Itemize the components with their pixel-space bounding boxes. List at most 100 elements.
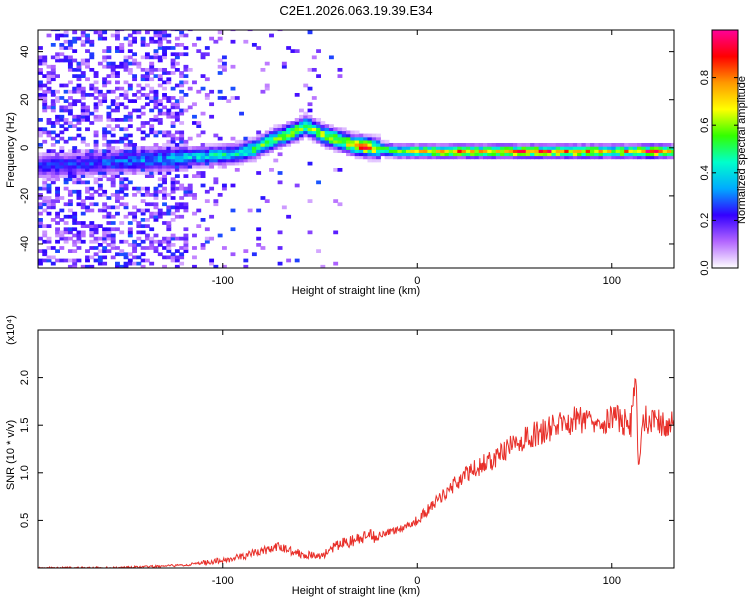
heatmap-cell (89, 186, 95, 191)
heatmap-cell (388, 152, 394, 157)
heatmap-cell (269, 127, 274, 132)
heatmap-cell (204, 155, 210, 160)
heatmap-cell (341, 146, 347, 150)
heatmap-cell (346, 136, 351, 141)
heatmap-cell (179, 96, 185, 100)
heatmap-cell (217, 58, 223, 63)
heatmap-cell (316, 180, 322, 185)
heatmap-cell (324, 146, 330, 150)
heatmap-cell (337, 142, 343, 147)
heatmap-cell (97, 36, 103, 41)
heatmap-cell (149, 164, 155, 169)
heatmap-cell (256, 133, 262, 138)
heatmap-cell (153, 149, 159, 153)
heatmap-cell (179, 83, 185, 88)
snr-series-line (38, 377, 674, 568)
heatmap-cell (628, 155, 634, 160)
heatmap-cell (110, 127, 116, 132)
heatmap-cell (174, 102, 180, 107)
heatmap-cell (174, 164, 180, 169)
heatmap-cell (38, 142, 43, 147)
heatmap-cell (166, 133, 172, 138)
heatmap-cell (149, 246, 155, 250)
heatmap-cell (221, 183, 227, 188)
heatmap-cell (97, 243, 103, 247)
heatmap-cell (166, 108, 172, 113)
heatmap-cell (97, 177, 103, 182)
heatmap-cell (85, 171, 90, 175)
heatmap-cell (76, 83, 82, 88)
heatmap-cell (170, 164, 176, 169)
heatmap-cell (363, 133, 369, 138)
heatmap-cell (615, 149, 621, 153)
heatmap-cell (72, 146, 78, 150)
heatmap-cell (106, 152, 112, 157)
heatmap-cell (277, 246, 283, 250)
heatmap-cell (602, 142, 608, 147)
heatmap-cell (63, 167, 69, 172)
heatmap-cell (63, 239, 69, 244)
heatmap-cell (594, 152, 600, 157)
heatmap-cell (179, 130, 185, 135)
heatmap-cell (149, 77, 155, 82)
heatmap-cell (97, 114, 103, 119)
heatmap-cell (183, 164, 189, 169)
heatmap-cell (38, 71, 43, 75)
heatmap-cell (153, 167, 159, 172)
heatmap-cell (42, 252, 48, 257)
heatmap-cell (239, 111, 244, 116)
heatmap-cell (85, 186, 90, 191)
heatmap-cell (136, 30, 142, 32)
heatmap-cell (127, 180, 133, 185)
heatmap-cell (170, 155, 176, 160)
heatmap-cell (572, 146, 578, 150)
heatmap-cell (209, 261, 215, 266)
heatmap-cell (140, 67, 146, 72)
heatmap-cell (140, 136, 146, 141)
heatmap-cell (341, 133, 347, 138)
heatmap-cell (192, 246, 197, 250)
heatmap-cell (162, 152, 167, 157)
heatmap-cell (577, 152, 583, 157)
heatmap-cell (350, 146, 356, 150)
heatmap-cell (209, 214, 215, 219)
heatmap-cell (144, 164, 150, 169)
heatmap-cell (316, 133, 322, 138)
heatmap-cell (106, 149, 112, 153)
heatmap-cell (299, 133, 304, 138)
heatmap-cell (132, 186, 138, 191)
heatmap-cell (251, 42, 257, 47)
heatmap-cell (294, 124, 300, 128)
heatmap-cell (179, 261, 185, 266)
heatmap-cell (110, 192, 116, 197)
heatmap-cell (290, 49, 296, 53)
heatmap-cell (316, 127, 322, 132)
heatmap-cell (260, 152, 266, 157)
heatmap-cell (440, 142, 446, 147)
heatmap-cell (649, 152, 655, 157)
heatmap-cell (260, 146, 266, 150)
heatmap-cell (140, 149, 146, 153)
heatmap-cell (440, 149, 446, 153)
heatmap-cell (324, 133, 330, 138)
heatmap-cell (174, 99, 180, 103)
heatmap-cell (277, 261, 283, 266)
heatmap-cell (333, 149, 339, 153)
heatmap-cell (76, 121, 82, 125)
heatmap-cell (166, 158, 172, 163)
heatmap-cell (435, 155, 441, 160)
heatmap-cell (102, 136, 108, 141)
heatmap-cell (153, 186, 159, 191)
heatmap-cell (602, 152, 608, 157)
heatmap-cell (213, 158, 219, 163)
heatmap-cell (654, 152, 660, 157)
heatmap-cell (153, 161, 159, 166)
heatmap-cell (89, 92, 95, 97)
heatmap-cell (149, 161, 155, 166)
heatmap-cell (256, 243, 262, 247)
heatmap-cell (196, 164, 202, 169)
heatmap-cell (153, 49, 159, 53)
heatmap-cell (162, 189, 167, 194)
heatmap-cell (568, 149, 574, 153)
